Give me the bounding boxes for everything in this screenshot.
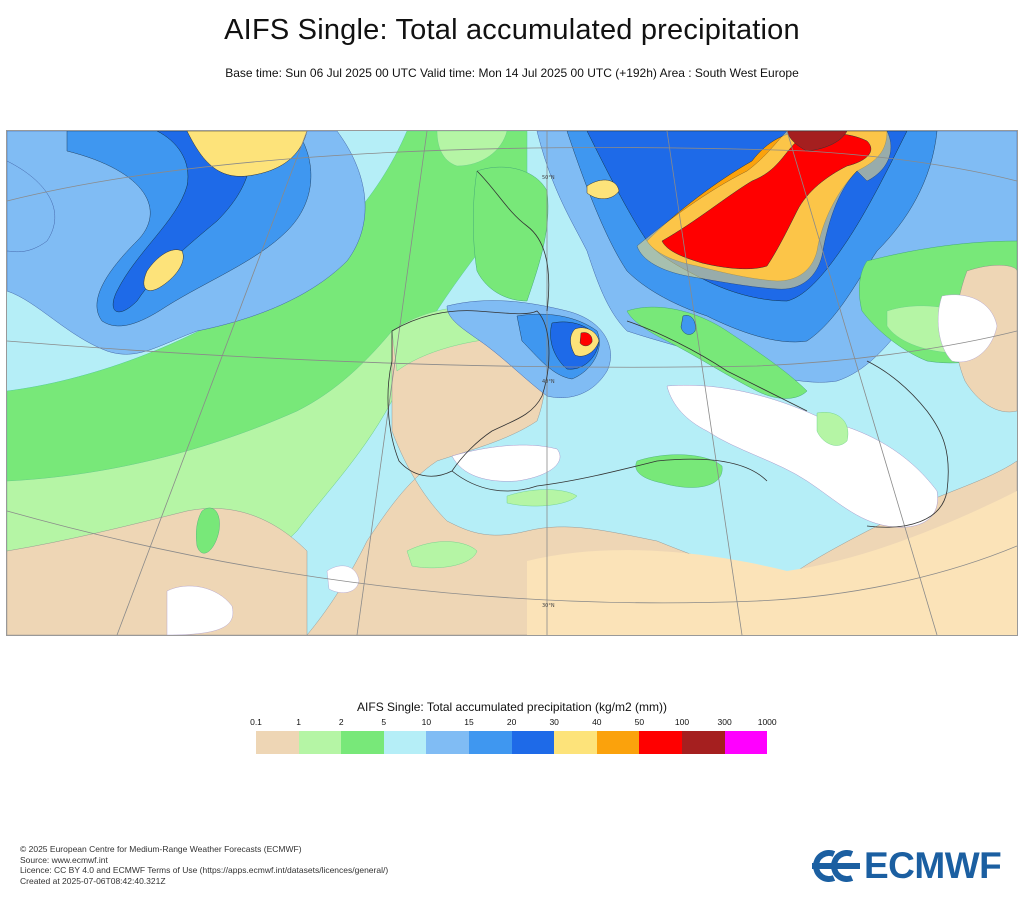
land-iberia-africa: [306, 306, 1017, 635]
central-med-dry: [666, 385, 938, 528]
legend-swatch: [511, 731, 555, 754]
lat-label-40: 40°N: [542, 379, 555, 385]
france-lightgreen: [436, 131, 508, 167]
atlas-green-1: [635, 454, 723, 488]
ecmwf-logo-text: ECMWF: [864, 845, 1002, 886]
west-med-dry: [451, 444, 561, 482]
coastlines: [387, 170, 949, 528]
legend-swatch: [426, 731, 469, 754]
chart-subtitle: Base time: Sun 06 Jul 2025 00 UTC Valid …: [225, 66, 799, 80]
legend-tick-label: 1000: [757, 717, 777, 727]
alps-red: [661, 133, 872, 270]
italy-green: [626, 306, 808, 399]
mauritania-green: [196, 507, 220, 554]
atlantic-blue-west: [7, 160, 56, 253]
legend-tick-label: 50: [634, 717, 645, 727]
precipitation-map: 50°N 40°N 30°N: [6, 130, 1018, 636]
footer-copyright: © 2025 European Centre for Medium-Range …: [20, 844, 302, 854]
legend-swatch: [341, 731, 384, 754]
legend-tick-label: 100: [674, 717, 690, 727]
footer-licence: Licence: CC BY 4.0 and ECMWF Terms of Us…: [20, 865, 389, 875]
legend-swatch: [298, 731, 342, 754]
legend-tick-label: 1: [296, 717, 301, 727]
atlas-green-2: [406, 541, 478, 569]
footer: © 2025 European Centre for Medium-Range …: [20, 844, 388, 886]
legend-swatch: [554, 731, 597, 754]
corsica-blue: [680, 315, 696, 335]
west-med-storm-red: [579, 332, 593, 347]
legend-swatch: [596, 731, 640, 754]
ecmwf-logo: ECMWF: [812, 845, 1002, 886]
ecmwf-logo-icon: [812, 850, 860, 882]
legend-tick-label: 20: [506, 717, 517, 727]
africa-coast-beige: [7, 508, 308, 635]
legend-swatch: [639, 731, 682, 754]
legend-tick-label: 5: [381, 717, 387, 727]
footer-created: Created at 2025-07-06T08:42:40.321Z: [20, 875, 166, 886]
lat-label-30: 30°N: [542, 603, 555, 609]
atlas-green-3: [506, 489, 578, 507]
legend-swatch: [383, 731, 427, 754]
legend-tick-label: 30: [549, 717, 559, 727]
graticule: [7, 131, 1017, 635]
legend-swatch: [256, 731, 299, 754]
legend-title: AIFS Single: Total accumulated precipita…: [357, 700, 667, 714]
legend-colorbar: [256, 731, 768, 754]
legend-tick-label: 10: [421, 717, 432, 727]
lat-label-50: 50°N: [542, 175, 555, 181]
legend-ticks: 0.1 1 2 5 10 15 20 30 40 50 100 300 1000: [0, 717, 1024, 731]
sahara-dry-west: [166, 585, 234, 635]
legend-tick-label: 2: [338, 717, 344, 727]
atlantic-yellow-core: [143, 249, 184, 291]
footer-source: Source: www.ecmwf.int: [20, 854, 108, 865]
chart-title: AIFS Single: Total accumulated precipita…: [224, 14, 800, 46]
morocco-dry-spot: [326, 565, 360, 593]
legend-tick-label: 300: [717, 717, 732, 727]
legend-swatch: [468, 731, 512, 754]
france-yellow-spot: [586, 179, 620, 199]
sahara-sand: [527, 491, 1017, 635]
map-canvas: 50°N 40°N 30°N: [7, 131, 1017, 635]
legend-tick-label: 15: [464, 717, 474, 727]
legend-tick-label: 0.1: [250, 717, 262, 727]
legend-swatch: [681, 731, 725, 754]
legend-swatch: [724, 731, 768, 754]
france-green: [473, 166, 549, 302]
sardinia-green-spot: [816, 412, 849, 446]
atlantic-blue-dark: [112, 131, 251, 312]
legend-tick-label: 40: [592, 717, 602, 727]
